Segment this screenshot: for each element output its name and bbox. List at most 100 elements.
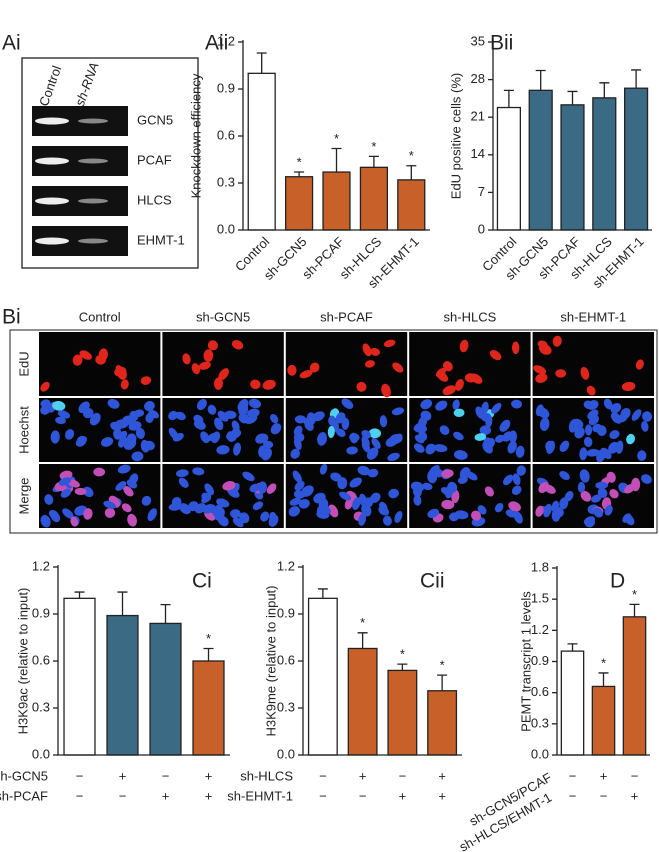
gene-label: PCAF	[137, 152, 172, 167]
condition-sign: +	[438, 768, 446, 783]
error-bar	[437, 674, 448, 691]
significance: *	[206, 631, 211, 646]
cell	[232, 517, 244, 528]
cell	[413, 443, 425, 453]
bar	[347, 647, 378, 756]
cell	[226, 431, 236, 443]
cell	[609, 489, 619, 499]
cell	[371, 437, 381, 449]
cell	[484, 438, 496, 450]
bar	[528, 89, 553, 231]
significance: *	[371, 139, 376, 154]
gene-label: GCN5	[137, 112, 173, 127]
cell	[95, 354, 107, 365]
gel-band	[78, 198, 108, 204]
cell	[317, 431, 327, 446]
bar	[624, 87, 649, 231]
cell	[341, 417, 350, 430]
row-label: Merge	[16, 478, 31, 515]
y-tick-label: 0.3	[32, 699, 50, 714]
cell	[100, 437, 114, 447]
cell	[621, 381, 636, 392]
cell	[453, 450, 468, 460]
cell	[292, 470, 302, 483]
panel-label: Bii	[490, 32, 513, 55]
error-bar	[331, 147, 342, 173]
cell	[590, 494, 602, 503]
axis	[57, 565, 230, 756]
cell	[637, 450, 647, 462]
cell	[110, 421, 122, 431]
cell	[62, 508, 74, 519]
cell	[574, 426, 585, 439]
cell	[511, 399, 523, 409]
bar	[106, 614, 139, 756]
cell	[442, 385, 456, 396]
cell	[451, 489, 460, 504]
cell	[427, 508, 440, 519]
cell	[200, 431, 210, 444]
cell	[239, 512, 250, 524]
cell	[369, 492, 381, 504]
cell	[107, 398, 120, 409]
cell	[262, 379, 276, 390]
row-label: EdU	[16, 351, 31, 376]
cell	[507, 441, 517, 454]
cell	[175, 411, 186, 421]
y-axis-label: H3K9ac (relative to input)	[15, 588, 30, 735]
y-tick-label: 0.6	[277, 652, 295, 667]
gel-band	[35, 117, 69, 125]
gel-band	[35, 157, 69, 165]
cell	[178, 477, 189, 488]
cell	[356, 381, 367, 392]
cell	[464, 373, 477, 383]
cell	[508, 501, 521, 512]
cell	[304, 420, 314, 431]
cell	[604, 505, 613, 516]
cell	[192, 467, 205, 476]
cell	[104, 507, 116, 518]
cell	[631, 477, 641, 492]
column-label: sh-PCAF	[320, 309, 373, 324]
cell	[433, 468, 444, 478]
cell	[231, 420, 240, 432]
cell	[535, 404, 544, 417]
cell	[224, 410, 237, 419]
cell	[339, 491, 352, 501]
cell	[48, 509, 59, 520]
cell	[579, 447, 588, 461]
cell	[418, 430, 428, 442]
cell	[50, 430, 60, 444]
cell	[593, 507, 603, 518]
cell	[441, 469, 454, 479]
cell	[218, 368, 229, 381]
cell	[58, 477, 72, 486]
cell	[512, 473, 521, 486]
cell	[610, 402, 622, 414]
cell	[349, 477, 362, 488]
cell	[55, 416, 66, 425]
gel-band	[78, 158, 108, 164]
cell	[587, 409, 599, 420]
cell	[609, 430, 620, 440]
condition-sign: −	[76, 788, 84, 803]
y-tick-label: 1.5	[531, 591, 549, 606]
cell	[620, 408, 631, 419]
cell	[349, 433, 360, 442]
cell	[357, 465, 371, 476]
condition-label: sh-GCN5	[0, 768, 48, 783]
panel-label: Ai	[2, 32, 21, 55]
condition-sign: +	[438, 788, 446, 803]
micro-image	[532, 332, 654, 396]
cell	[141, 495, 152, 506]
cell	[245, 415, 258, 425]
error-bar	[74, 591, 85, 599]
micro-image	[409, 332, 531, 396]
y-tick-label: 28	[471, 71, 485, 86]
error-bar	[629, 603, 640, 617]
condition-sign: +	[600, 768, 608, 783]
y-tick-label: 0.3	[217, 174, 235, 189]
cell	[40, 399, 51, 408]
cell	[293, 437, 302, 450]
cell	[147, 508, 157, 521]
